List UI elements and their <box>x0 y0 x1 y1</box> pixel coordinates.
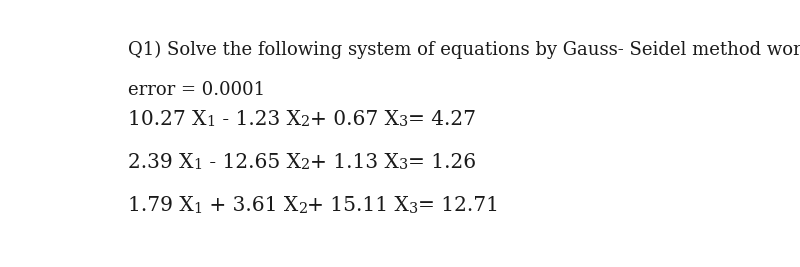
Text: Q1) Solve the following system of equations by Gauss- Seidel method working to: Q1) Solve the following system of equati… <box>128 40 800 58</box>
Text: - 1.23 X: - 1.23 X <box>215 109 301 128</box>
Text: = 4.27: = 4.27 <box>408 109 476 128</box>
Text: 1: 1 <box>194 158 202 172</box>
Text: 2: 2 <box>298 202 307 215</box>
Text: - 12.65 X: - 12.65 X <box>202 153 301 172</box>
Text: 1: 1 <box>194 202 202 215</box>
Text: error = 0.0001: error = 0.0001 <box>128 81 265 99</box>
Text: 1.79 X: 1.79 X <box>128 196 194 215</box>
Text: 3: 3 <box>398 158 408 172</box>
Text: 10.27 X: 10.27 X <box>128 109 206 128</box>
Text: 2: 2 <box>301 115 310 129</box>
Text: = 12.71: = 12.71 <box>418 196 499 215</box>
Text: + 3.61 X: + 3.61 X <box>202 196 298 215</box>
Text: 2.39 X: 2.39 X <box>128 153 194 172</box>
Text: = 1.26: = 1.26 <box>408 153 476 172</box>
Text: 2: 2 <box>301 158 310 172</box>
Text: 3: 3 <box>398 115 408 129</box>
Text: + 0.67 X: + 0.67 X <box>310 109 398 128</box>
Text: + 15.11 X: + 15.11 X <box>307 196 409 215</box>
Text: + 1.13 X: + 1.13 X <box>310 153 398 172</box>
Text: 3: 3 <box>409 202 418 215</box>
Text: 1: 1 <box>206 115 215 129</box>
